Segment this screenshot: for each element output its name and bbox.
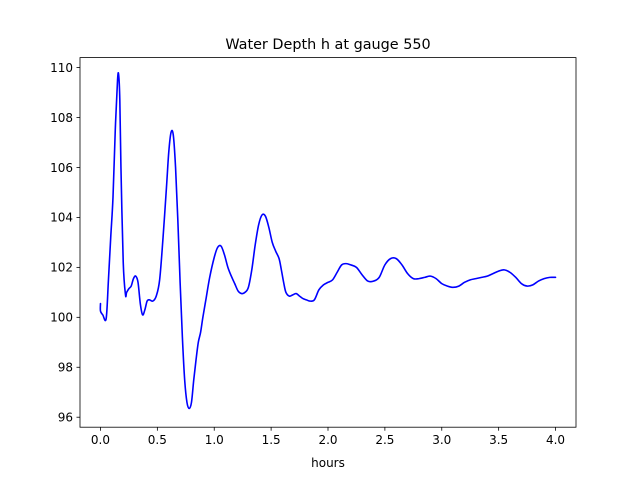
y-tick-label: 98 [58, 361, 73, 375]
x-axis-label: hours [311, 456, 345, 470]
y-tick-label: 108 [50, 111, 73, 125]
plot-area [80, 57, 576, 428]
y-tick-label: 100 [50, 311, 73, 325]
x-tick-label: 1.0 [205, 433, 224, 447]
x-tick-label: 0.0 [91, 433, 110, 447]
y-tick-label: 106 [50, 161, 73, 175]
x-tick-label: 1.5 [262, 433, 281, 447]
axes-frame [79, 57, 577, 428]
series-line [99, 71, 557, 410]
y-tick-label: 110 [50, 61, 73, 75]
y-tick-label: 104 [50, 211, 73, 225]
y-tick-label: 102 [50, 261, 73, 275]
x-tick-label: 2.5 [375, 433, 394, 447]
x-tick-label: 3.0 [432, 433, 451, 447]
x-tick-label: 3.5 [489, 433, 508, 447]
x-tick-label: 4.0 [546, 433, 565, 447]
x-axis-ticks: 0.0 0.5 1.0 1.5 2.0 2.5 3.0 3.5 4.0 [91, 427, 565, 447]
x-tick-label: 2.0 [318, 433, 337, 447]
y-axis-ticks: 96 98 100 102 104 106 108 110 [50, 61, 80, 425]
x-tick-label: 0.5 [148, 433, 167, 447]
y-tick-label: 96 [58, 411, 73, 425]
axes-background [80, 57, 576, 428]
chart-title: Water Depth h at gauge 550 [225, 37, 430, 53]
